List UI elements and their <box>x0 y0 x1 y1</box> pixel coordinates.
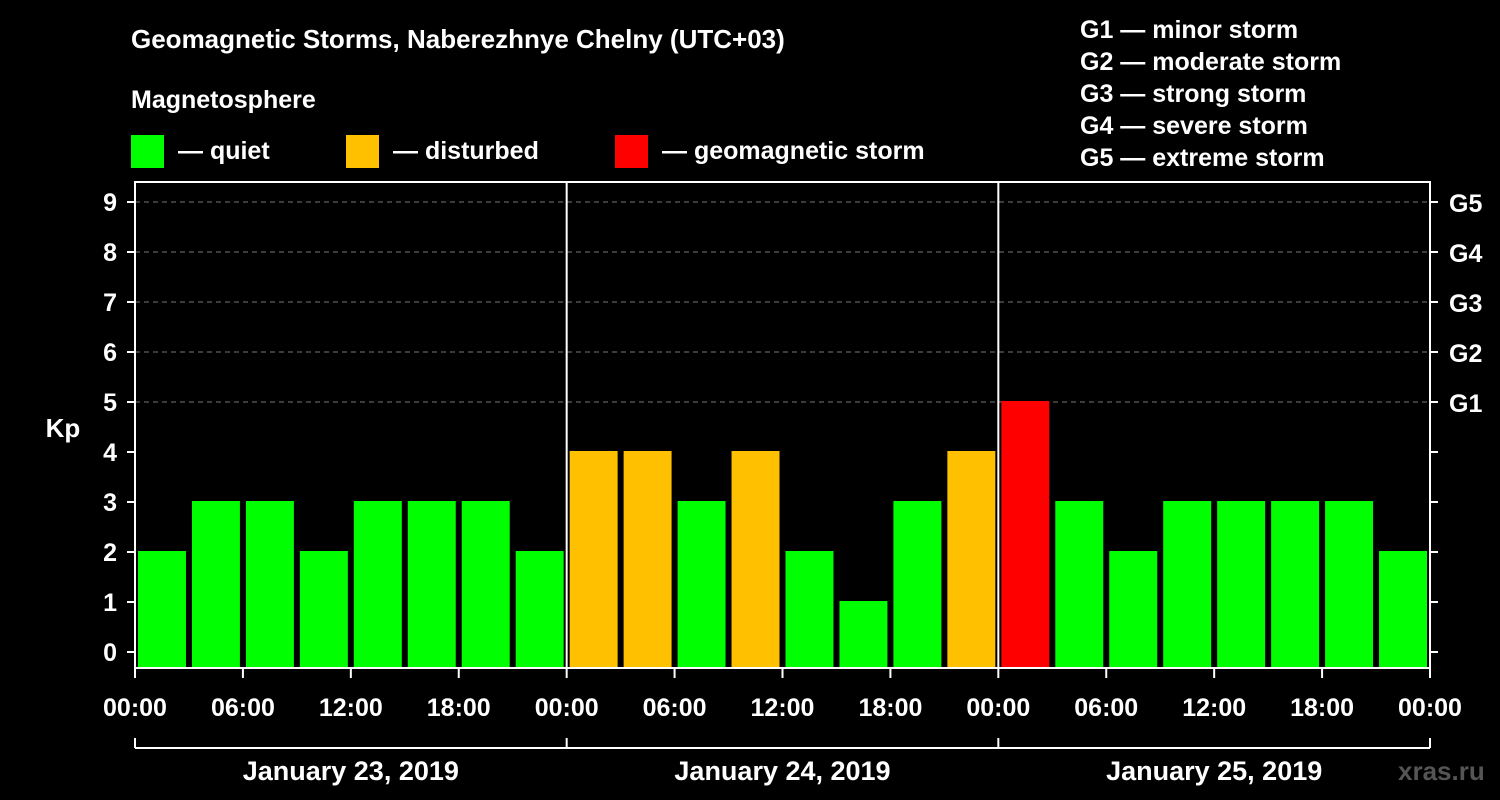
y-tick-label-4: 4 <box>103 439 117 467</box>
bar-7 <box>515 551 564 668</box>
x-tick-label-1: 06:00 <box>211 694 275 722</box>
y-axis-label: Kp <box>46 413 81 443</box>
storm-level-g1: G1 — minor storm <box>1080 16 1299 44</box>
x-tick-label-10: 12:00 <box>1182 694 1246 722</box>
bar-11 <box>731 451 780 668</box>
day-label-0: January 23, 2019 <box>243 756 459 786</box>
bar-5 <box>407 501 456 668</box>
bar-10 <box>677 501 726 668</box>
bar-8 <box>569 451 618 668</box>
storm-level-g2: G2 — moderate storm <box>1080 48 1342 76</box>
y-tick-label-5: 5 <box>103 389 117 417</box>
y-tick-label-6: 6 <box>103 339 117 367</box>
day-label-2: January 25, 2019 <box>1106 756 1322 786</box>
x-tick-label-3: 18:00 <box>427 694 491 722</box>
x-tick-label-4: 00:00 <box>535 694 599 722</box>
legend-storm: — geomagnetic storm <box>615 134 925 168</box>
y-tick-label-2: 2 <box>103 539 117 567</box>
right-axis-label-g4: G4 <box>1449 240 1482 268</box>
bar-21 <box>1271 501 1320 668</box>
bar-2 <box>245 501 294 668</box>
bar-18 <box>1109 551 1158 668</box>
bar-9 <box>623 451 672 668</box>
storm-level-g5: G5 — extreme storm <box>1080 144 1325 172</box>
x-tick-label-6: 12:00 <box>751 694 815 722</box>
bar-23 <box>1379 551 1427 668</box>
bar-17 <box>1055 501 1104 668</box>
right-axis-label-g2: G2 <box>1449 340 1482 368</box>
y-tick-label-7: 7 <box>103 289 117 317</box>
storm-level-g3: G3 — strong storm <box>1080 80 1307 108</box>
y-tick-label-1: 1 <box>103 589 117 617</box>
legend-disturbed-label: — disturbed <box>393 136 539 165</box>
x-tick-label-0: 00:00 <box>103 694 167 722</box>
y-tick-label-3: 3 <box>103 489 117 517</box>
storm-level-list: G1 — minor storm G2 — moderate storm G3 … <box>1080 14 1341 174</box>
bar-16 <box>1001 401 1050 668</box>
bar-19 <box>1163 501 1212 668</box>
legend-disturbed-swatch <box>346 134 379 168</box>
bar-3 <box>299 551 348 668</box>
right-axis-label-g3: G3 <box>1449 290 1482 318</box>
x-tick-label-9: 06:00 <box>1074 694 1138 722</box>
x-tick-label-11: 18:00 <box>1290 694 1354 722</box>
right-axis-label-g1: G1 <box>1449 390 1482 418</box>
bar-15 <box>947 451 996 668</box>
chart-subtitle: Magnetosphere <box>131 86 316 114</box>
bar-6 <box>461 501 510 668</box>
x-tick-label-12: 00:00 <box>1398 694 1462 722</box>
bar-0 <box>138 551 186 668</box>
bar-22 <box>1325 501 1374 668</box>
bar-1 <box>191 501 240 668</box>
y-tick-label-0: 0 <box>103 639 117 667</box>
x-tick-label-5: 06:00 <box>643 694 707 722</box>
right-axis-label-g5: G5 <box>1449 190 1482 218</box>
legend-storm-label: — geomagnetic storm <box>662 136 925 165</box>
bar-12 <box>785 551 834 668</box>
bar-14 <box>893 501 942 668</box>
legend-quiet: — quiet <box>131 134 270 168</box>
bar-13 <box>839 601 888 668</box>
legend-disturbed: — disturbed <box>346 134 539 168</box>
y-tick-label-9: 9 <box>103 189 117 217</box>
x-tick-label-8: 00:00 <box>966 694 1030 722</box>
legend-storm-swatch <box>615 134 648 168</box>
y-tick-label-8: 8 <box>103 239 117 267</box>
legend-quiet-swatch <box>131 134 164 168</box>
bar-20 <box>1217 501 1266 668</box>
legend-quiet-label: — quiet <box>178 136 270 165</box>
x-tick-label-2: 12:00 <box>319 694 383 722</box>
day-label-1: January 24, 2019 <box>674 756 890 786</box>
x-tick-label-7: 18:00 <box>858 694 922 722</box>
chart-title: Geomagnetic Storms, Naberezhnye Chelny (… <box>131 24 785 54</box>
bar-4 <box>353 501 402 668</box>
storm-level-g4: G4 — severe storm <box>1080 112 1308 140</box>
watermark: xras.ru <box>1398 756 1485 786</box>
